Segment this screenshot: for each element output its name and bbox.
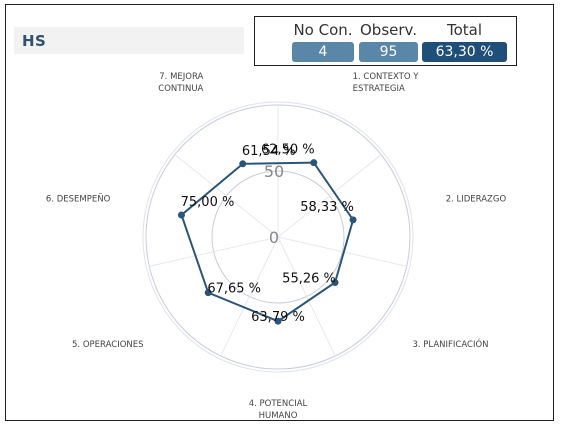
data-point (204, 289, 212, 297)
axis-label: 3. PLANIFICACIÓN (412, 338, 488, 350)
kpi-panel: No Con. 4 Observ. 95 Total 63,30 % (254, 16, 517, 66)
kpi-label: Total (446, 21, 483, 39)
axis-label: 1. CONTEXTO Y ESTRATEGIA (353, 72, 420, 94)
axis-label: 6. DESEMPEÑO (46, 194, 111, 205)
series-line (180, 161, 355, 323)
page-title: HS (22, 32, 47, 50)
kpi-value: 95 (359, 42, 418, 62)
ring-labels: 0 50 (264, 162, 284, 247)
data-label: 58,33 % (300, 200, 354, 215)
data-point (331, 278, 339, 286)
kpi-no-conformidades: No Con. 4 (292, 21, 354, 62)
grid-spoke (277, 236, 336, 357)
kpi-label: Observ. (359, 21, 418, 39)
outer-ring (142, 101, 414, 373)
ring-tick-label: 0 (269, 228, 279, 247)
kpi-value: 4 (292, 42, 354, 62)
title-box: HS (14, 27, 244, 54)
axis-labels: 1. CONTEXTO Y ESTRATEGIA 2. LIDERAZGO 3. PL… (46, 72, 507, 421)
data-label: 55,26 % (282, 271, 336, 286)
data-point (239, 160, 247, 168)
grid-spoke (277, 154, 382, 238)
grid-spoke (277, 236, 407, 267)
data-point (310, 159, 318, 167)
data-label: 62,50 % (261, 143, 315, 158)
axis-label: 4. POTENCIAL HUMANO (249, 399, 308, 421)
dashboard-frame (5, 4, 554, 421)
kpi-value: 63,30 % (422, 42, 507, 62)
grid-spoke (220, 236, 279, 357)
point-labels: 62,50 % 58,33 % 55,26 % 63,79 % 67,65 % 75,00… (181, 143, 354, 326)
axis-label: 5. OPERACIONES (72, 340, 143, 350)
data-label: 63,79 % (251, 310, 305, 325)
grid-spoke (174, 154, 279, 238)
radar-series (177, 159, 357, 325)
data-label: 67,65 % (207, 282, 261, 297)
radar-grid (142, 101, 414, 373)
data-point (349, 216, 357, 224)
data-point (274, 317, 282, 325)
axis-label: 7. MEJORA CONTINUA (158, 72, 203, 94)
data-label: 75,00 % (181, 195, 235, 210)
kpi-observaciones: Observ. 95 (359, 21, 418, 62)
grid-spoke (149, 236, 279, 267)
kpi-total: Total 63,30 % (422, 21, 507, 62)
axis-label: 2. LIDERAZGO (446, 195, 507, 205)
data-label: 61,54 % (242, 144, 296, 159)
data-point (177, 211, 185, 219)
kpi-label: No Con. (293, 21, 353, 39)
ring-tick-label: 50 (264, 162, 284, 181)
